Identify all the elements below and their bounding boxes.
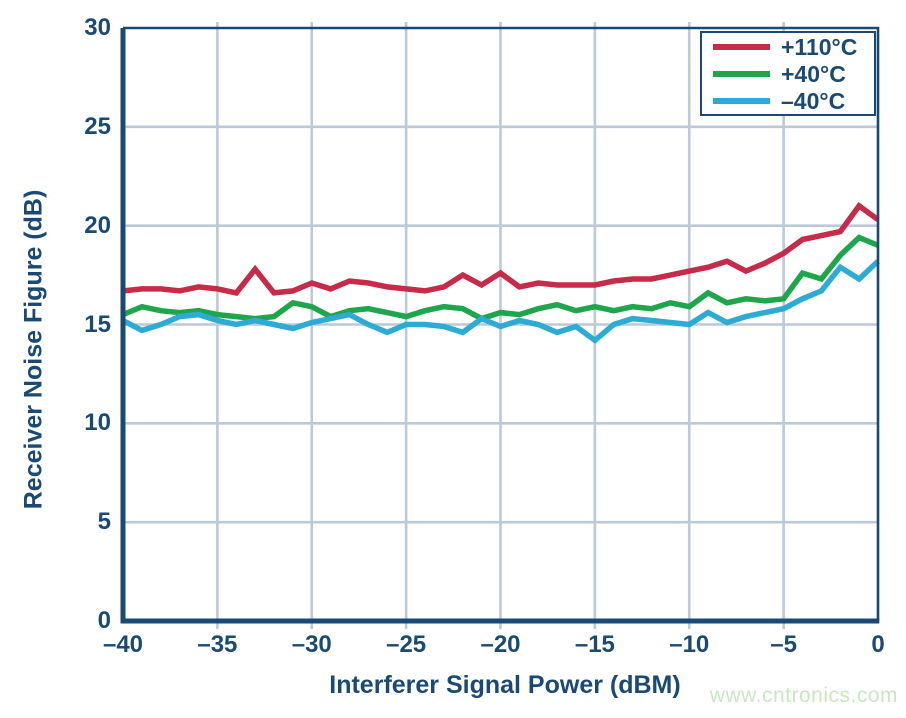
legend-item-minus40c: –40°C	[702, 89, 874, 113]
x-tick-label: 0	[871, 631, 885, 658]
legend: +110°C +40°C –40°C	[700, 31, 876, 116]
x-tick-label: –40	[102, 631, 144, 658]
legend-swatch	[713, 43, 770, 50]
legend-item-40c: +40°C	[702, 62, 874, 86]
watermark-text: www.cntronics.com	[709, 684, 898, 707]
legend-swatch	[713, 97, 770, 104]
y-tick-label: 10	[84, 409, 111, 437]
x-tick-label: –35	[197, 631, 238, 658]
legend-label: +40°C	[781, 60, 846, 87]
legend-label: –40°C	[781, 87, 846, 114]
legend-item-110c: +110°C	[702, 35, 874, 59]
legend-label: +110°C	[781, 33, 858, 60]
y-tick-label: 25	[84, 112, 111, 140]
y-tick-label: 20	[84, 211, 111, 239]
x-tick-label: –10	[669, 631, 710, 658]
x-tick-label: –5	[770, 631, 797, 658]
legend-swatch	[713, 70, 770, 77]
x-tick-label: –30	[291, 631, 332, 658]
x-tick-label: –20	[480, 631, 521, 658]
x-tick-label: –15	[574, 631, 615, 658]
y-tick-label: 5	[97, 508, 111, 536]
y-tick-label: 0	[97, 607, 111, 634]
x-axis-title: Interferer Signal Power (dBM)	[329, 671, 681, 699]
x-tick-label: –25	[386, 631, 427, 658]
y-tick-label: 30	[84, 14, 111, 41]
y-tick-label: 15	[84, 310, 111, 338]
